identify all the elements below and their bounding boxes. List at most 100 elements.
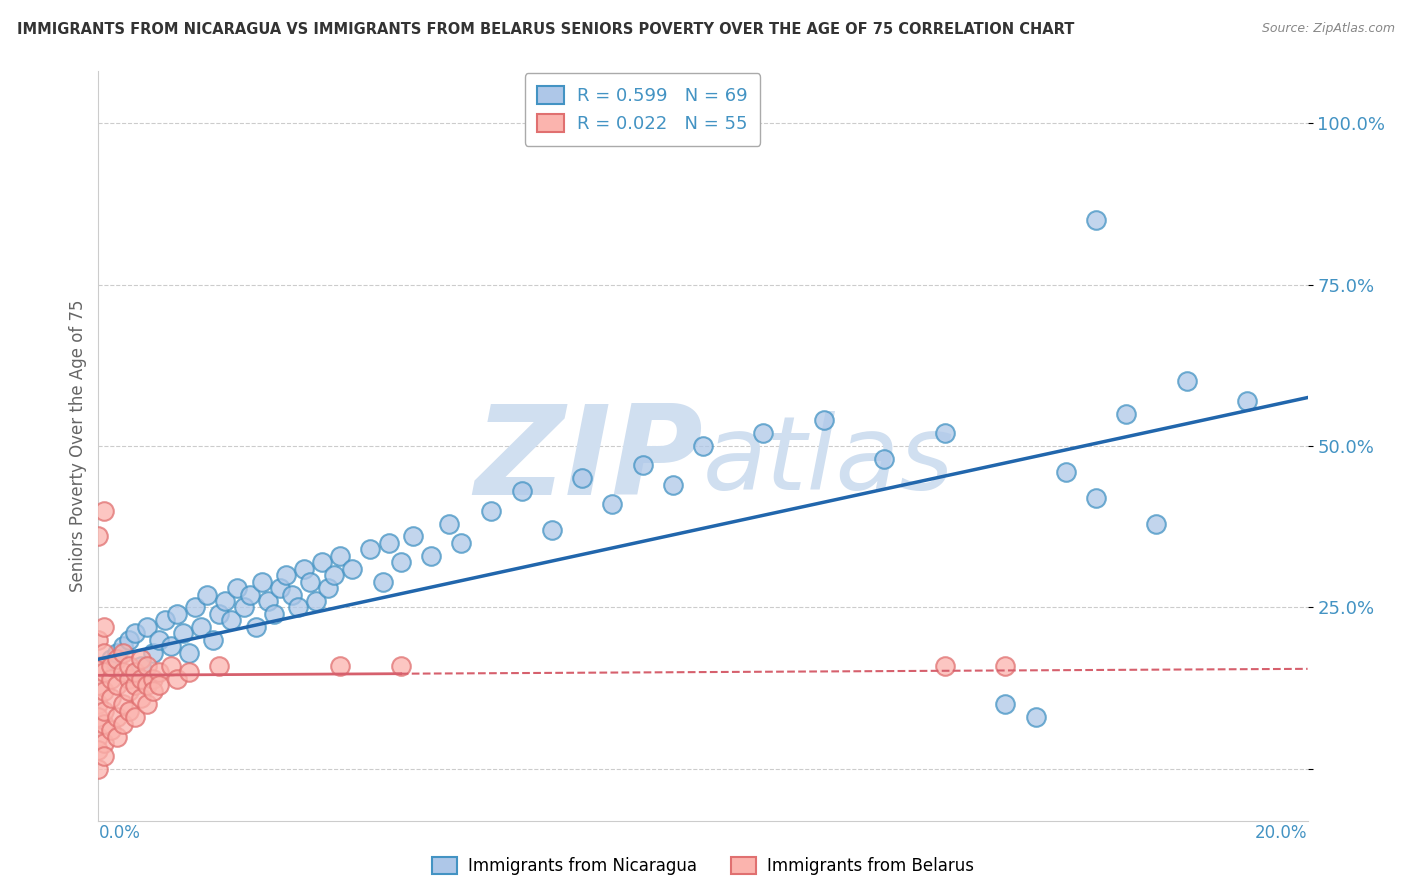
Point: [93, 620, 115, 634]
Point: [299, 574, 322, 589]
Point: [1085, 491, 1108, 505]
Point: [631, 458, 654, 473]
Point: [87, 632, 110, 647]
Point: [450, 536, 472, 550]
Point: [111, 646, 134, 660]
Point: [232, 600, 254, 615]
Point: [269, 581, 291, 595]
Point: [160, 639, 183, 653]
Point: [208, 658, 231, 673]
Point: [292, 562, 315, 576]
Point: [208, 607, 231, 621]
Y-axis label: Seniors Poverty Over the Age of 75: Seniors Poverty Over the Age of 75: [69, 300, 87, 592]
Point: [118, 684, 141, 698]
Point: [118, 672, 141, 686]
Point: [135, 620, 157, 634]
Point: [105, 710, 128, 724]
Legend: Immigrants from Nicaragua, Immigrants from Belarus: Immigrants from Nicaragua, Immigrants fr…: [423, 849, 983, 884]
Point: [124, 710, 146, 724]
Point: [87, 698, 110, 712]
Point: [129, 658, 152, 673]
Point: [105, 652, 128, 666]
Point: [311, 555, 333, 569]
Point: [202, 632, 225, 647]
Point: [602, 497, 624, 511]
Point: [1236, 393, 1258, 408]
Text: Source: ZipAtlas.com: Source: ZipAtlas.com: [1261, 22, 1395, 36]
Point: [100, 690, 122, 705]
Point: [135, 678, 157, 692]
Point: [129, 652, 152, 666]
Point: [1115, 407, 1137, 421]
Point: [93, 503, 115, 517]
Point: [661, 477, 683, 491]
Point: [160, 658, 183, 673]
Point: [124, 626, 146, 640]
Point: [389, 658, 412, 673]
Point: [994, 658, 1017, 673]
Point: [105, 730, 128, 744]
Text: 0.0%: 0.0%: [98, 824, 141, 842]
Point: [994, 698, 1017, 712]
Point: [813, 413, 835, 427]
Point: [250, 574, 273, 589]
Point: [87, 529, 110, 543]
Point: [93, 736, 115, 750]
Point: [510, 484, 533, 499]
Point: [87, 730, 110, 744]
Point: [129, 672, 152, 686]
Point: [692, 439, 714, 453]
Point: [111, 665, 134, 679]
Point: [195, 588, 218, 602]
Point: [481, 503, 503, 517]
Point: [166, 672, 188, 686]
Point: [402, 529, 425, 543]
Point: [437, 516, 460, 531]
Point: [100, 652, 122, 666]
Point: [316, 581, 339, 595]
Point: [111, 698, 134, 712]
Point: [93, 684, 115, 698]
Point: [148, 665, 170, 679]
Point: [93, 716, 115, 731]
Point: [221, 614, 243, 628]
Point: [87, 710, 110, 724]
Point: [129, 690, 152, 705]
Point: [124, 678, 146, 692]
Point: [118, 658, 141, 673]
Text: ZIP: ZIP: [474, 401, 703, 522]
Point: [360, 542, 382, 557]
Point: [256, 594, 278, 608]
Point: [172, 626, 194, 640]
Point: [118, 632, 141, 647]
Point: [342, 562, 364, 576]
Point: [100, 672, 122, 686]
Point: [752, 426, 775, 441]
Point: [166, 607, 188, 621]
Point: [118, 704, 141, 718]
Point: [540, 523, 562, 537]
Point: [111, 716, 134, 731]
Point: [135, 698, 157, 712]
Point: [124, 665, 146, 679]
Point: [111, 639, 134, 653]
Point: [281, 588, 304, 602]
Point: [100, 723, 122, 738]
Point: [323, 568, 346, 582]
Point: [93, 704, 115, 718]
Point: [105, 646, 128, 660]
Point: [184, 600, 207, 615]
Point: [93, 665, 115, 679]
Point: [87, 678, 110, 692]
Point: [100, 658, 122, 673]
Point: [389, 555, 412, 569]
Point: [1175, 375, 1198, 389]
Point: [239, 588, 262, 602]
Point: [371, 574, 394, 589]
Point: [263, 607, 285, 621]
Point: [1054, 465, 1077, 479]
Point: [87, 742, 110, 756]
Point: [287, 600, 309, 615]
Point: [329, 549, 352, 563]
Legend: R = 0.599   N = 69, R = 0.022   N = 55: R = 0.599 N = 69, R = 0.022 N = 55: [524, 73, 761, 146]
